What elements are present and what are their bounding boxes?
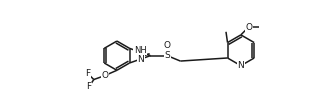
Text: S: S (165, 51, 170, 60)
Text: N: N (138, 55, 144, 64)
Text: O: O (101, 71, 108, 80)
Text: O: O (245, 23, 252, 32)
Text: O: O (164, 41, 171, 50)
Text: F: F (87, 82, 92, 91)
Text: NH: NH (134, 46, 147, 55)
Text: F: F (85, 69, 90, 78)
Text: N: N (237, 61, 244, 70)
